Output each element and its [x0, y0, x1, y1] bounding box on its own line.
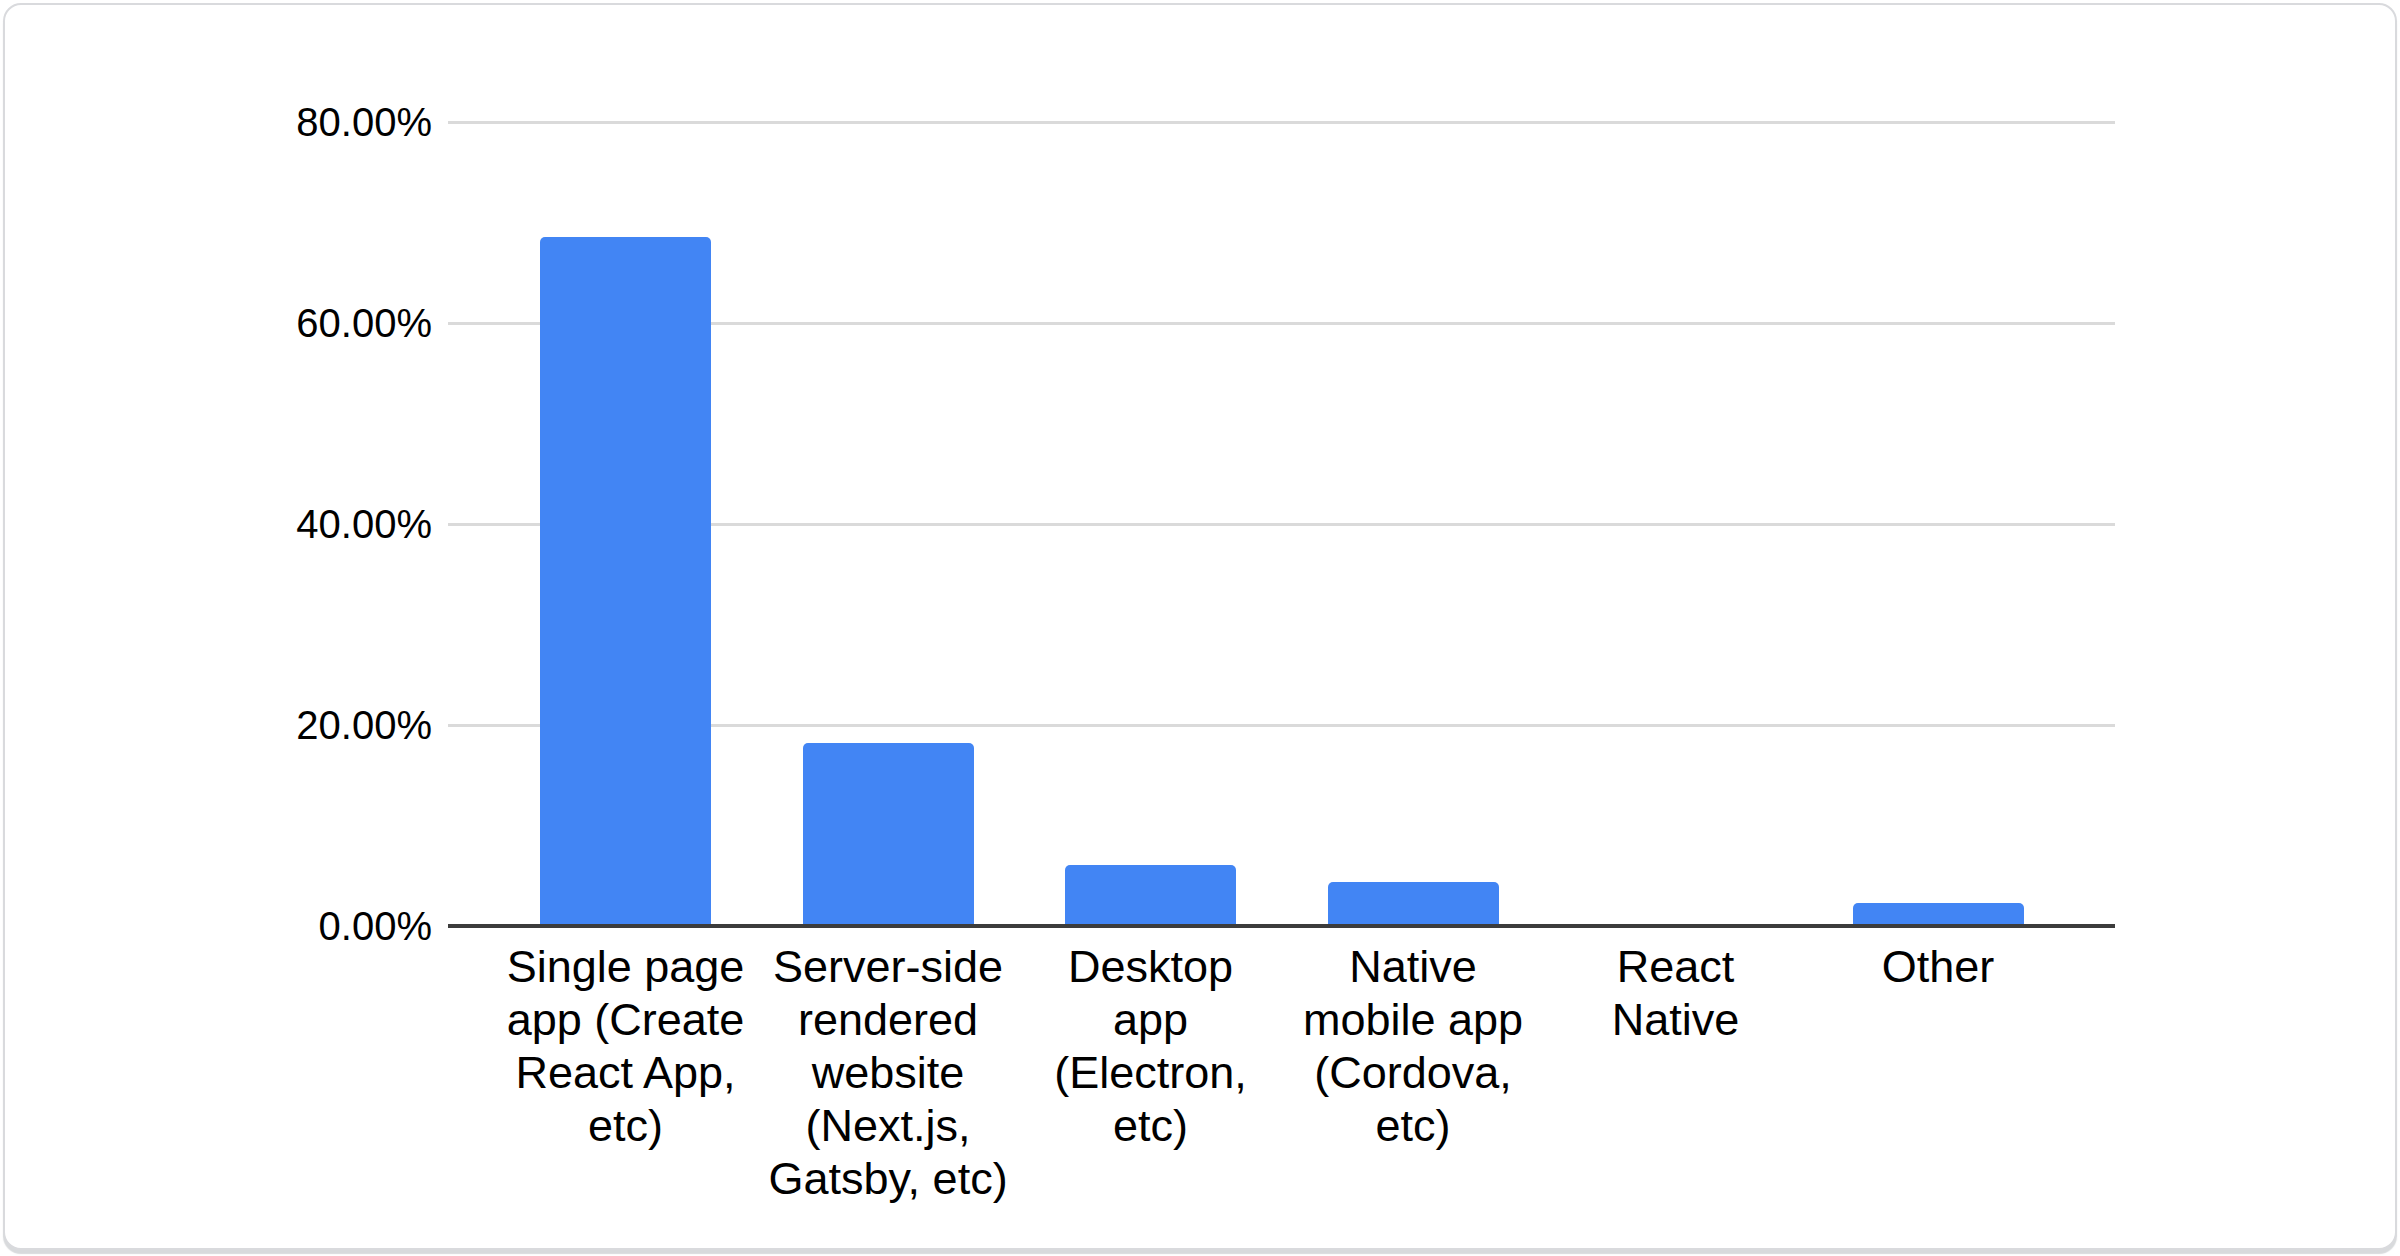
bar-chart: 80.00% 60.00% 40.00% 20.00% 0.00% Single page… — [5, 5, 2395, 1248]
gridline-80 — [448, 121, 2115, 124]
y-axis-label: 40.00% — [5, 500, 432, 548]
y-axis-label: 60.00% — [5, 299, 432, 347]
bar-category-6 — [1853, 903, 2024, 926]
y-axis-label: 0.00% — [5, 902, 432, 950]
bar-category-3 — [1065, 865, 1236, 926]
x-axis-label: Single page app (Create React App, etc) — [476, 940, 776, 1152]
bar-category-2 — [803, 743, 974, 926]
x-axis-label: Native mobile app (Cordova, etc) — [1263, 940, 1563, 1152]
bar-category-1 — [540, 237, 711, 926]
x-axis-baseline — [448, 924, 2115, 928]
chart-card: 80.00% 60.00% 40.00% 20.00% 0.00% Single page… — [3, 3, 2397, 1250]
x-axis-label: Desktop app (Electron, etc) — [1001, 940, 1301, 1152]
x-axis-label: React Native — [1526, 940, 1826, 1046]
x-axis-label: Server-side rendered website (Next.js, G… — [738, 940, 1038, 1205]
x-axis-label: Other — [1788, 940, 2088, 993]
bar-category-4 — [1328, 882, 1499, 926]
y-axis-label: 20.00% — [5, 701, 432, 749]
y-axis-label: 80.00% — [5, 98, 432, 146]
